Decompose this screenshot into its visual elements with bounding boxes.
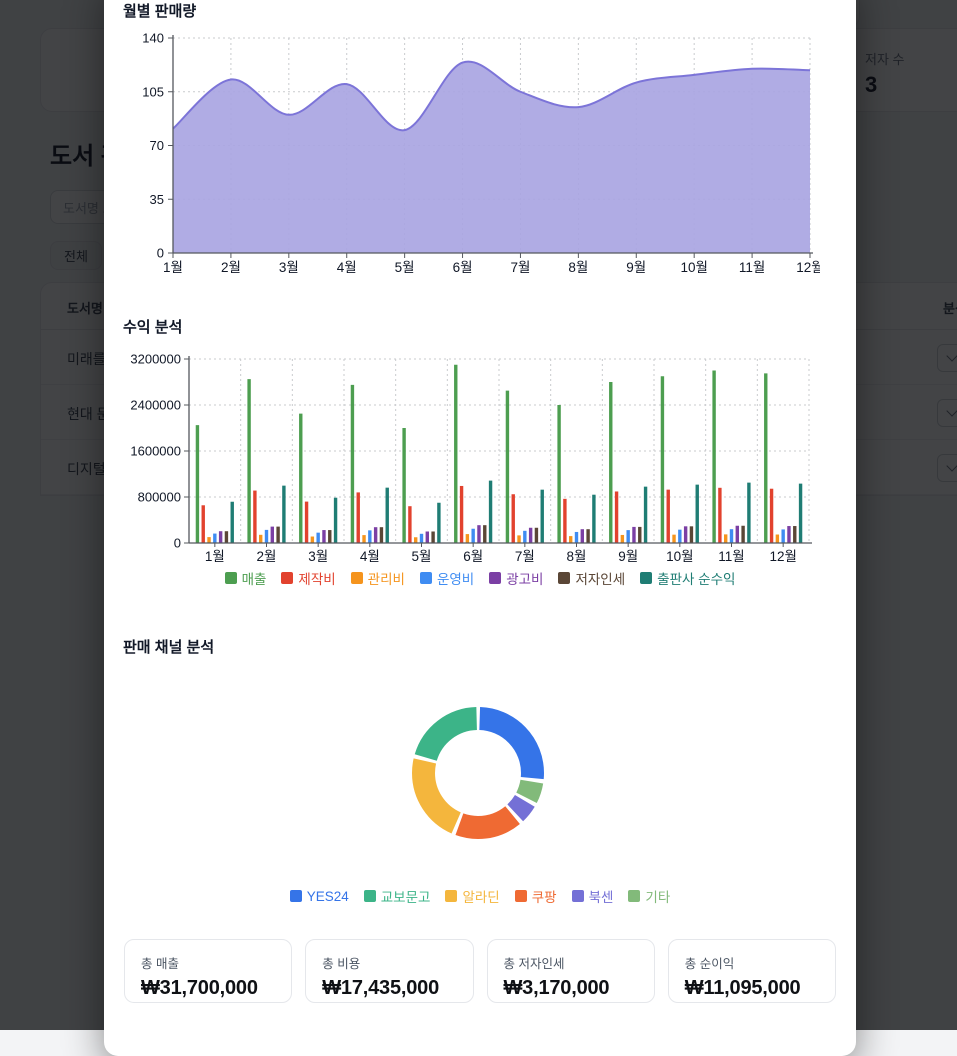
legend-swatch: [419, 572, 432, 584]
legend-item: YES24: [289, 886, 349, 906]
legend-swatch: [224, 572, 237, 584]
svg-text:5월: 5월: [412, 549, 432, 564]
legend-swatch: [571, 890, 584, 902]
summary-value: ₩11,095,000: [684, 977, 801, 999]
summary-card-costs: 총 비용 ₩17,435,000: [305, 939, 474, 1003]
legend-item: 광고비: [489, 568, 543, 588]
svg-text:9월: 9월: [618, 549, 638, 564]
svg-text:10월: 10월: [680, 260, 707, 275]
legend-item: 기타: [628, 886, 670, 906]
svg-text:0: 0: [157, 246, 164, 261]
legend-swatch: [514, 890, 527, 902]
legend-swatch: [289, 890, 302, 902]
legend-swatch: [489, 572, 502, 584]
svg-text:2월: 2월: [221, 260, 241, 275]
svg-text:3200000: 3200000: [130, 352, 181, 367]
svg-text:3월: 3월: [308, 549, 328, 564]
svg-text:4월: 4월: [360, 549, 380, 564]
legend-item: 운영비: [419, 568, 474, 588]
svg-text:3월: 3월: [279, 260, 299, 275]
svg-text:7월: 7월: [510, 260, 530, 275]
summary-card-sales: 총 매출 ₩31,700,000: [124, 939, 293, 1003]
svg-text:6월: 6월: [453, 260, 473, 275]
legend-swatch: [628, 890, 641, 902]
svg-text:9월: 9월: [626, 260, 646, 275]
revenue-legend: 매출 제작비 관리비 운영비 광고비 저자인세 출판사 순수익: [120, 568, 840, 588]
analytics-modal: 월별 판매량 0 35 70 105 140 1월 2월 3월 4월 5월 6월 7월 8월 9월 10월 1…: [104, 0, 856, 1056]
legend-swatch: [640, 572, 653, 584]
revenue-title: 수익 분석: [123, 319, 183, 337]
legend-swatch: [363, 890, 376, 902]
svg-text:11월: 11월: [739, 260, 765, 275]
summary-value: ₩31,700,000: [141, 977, 258, 999]
svg-text:1월: 1월: [205, 549, 225, 564]
legend-swatch: [445, 890, 458, 902]
svg-text:5월: 5월: [395, 260, 415, 275]
svg-text:2월: 2월: [257, 549, 277, 564]
svg-text:10월: 10월: [666, 549, 693, 564]
legend-swatch: [558, 572, 571, 584]
summary-label: 총 비용: [322, 957, 361, 971]
legend-item: 저자인세: [558, 568, 625, 588]
svg-text:8월: 8월: [568, 260, 588, 275]
svg-text:12월: 12월: [769, 549, 796, 564]
svg-text:4월: 4월: [337, 260, 357, 275]
summary-label: 총 저자인세: [503, 957, 565, 971]
svg-text:140: 140: [142, 31, 164, 46]
svg-text:6월: 6월: [463, 549, 483, 564]
svg-text:105: 105: [142, 84, 164, 99]
monthly-sales-title: 월별 판매량: [123, 3, 197, 21]
channel-title: 판매 채널 분석: [123, 639, 215, 657]
svg-text:8월: 8월: [567, 549, 587, 564]
summary-card-profit: 총 순이익 ₩11,095,000: [667, 939, 836, 1003]
svg-text:35: 35: [150, 192, 164, 207]
svg-text:70: 70: [150, 138, 164, 153]
legend-item: 제작비: [281, 568, 336, 588]
summary-value: ₩3,170,000: [503, 977, 610, 999]
summary-value: ₩17,435,000: [322, 977, 440, 999]
legend-item: 쿠팡: [514, 886, 557, 906]
legend-swatch: [281, 572, 294, 584]
svg-text:800000: 800000: [138, 490, 181, 505]
summary-label: 총 매출: [141, 957, 179, 971]
legend-swatch: [350, 572, 363, 584]
legend-item: 매출: [224, 568, 266, 588]
legend-item: 알라딘: [445, 886, 500, 906]
channel-donut-chart: [412, 707, 544, 839]
summary-label: 총 순이익: [684, 957, 735, 971]
channel-legend: YES24 교보문고 알라딘 쿠팡 북센 기타: [120, 886, 840, 906]
svg-text:1600000: 1600000: [130, 444, 181, 459]
svg-text:11월: 11월: [718, 549, 744, 564]
svg-text:7월: 7월: [515, 549, 535, 564]
revenue-bar-chart: 1월 2월 3월 4월 5월 6월 7월 8월 9월 10월 11월 12월 0 800000 160000…: [130, 352, 812, 564]
svg-text:12월: 12월: [796, 260, 820, 275]
svg-text:0: 0: [174, 536, 181, 551]
svg-text:1월: 1월: [163, 260, 183, 275]
monthly-sales-area-chart: 0 35 70 105 140 1월 2월 3월 4월 5월 6월 7월 8월 9월 10월 11월 12월: [142, 31, 820, 276]
summary-cards: 총 매출 ₩31,700,000 총 비용 ₩17,435,000 총 저자인세…: [124, 939, 836, 1003]
legend-item: 북센: [571, 886, 613, 906]
legend-item: 출판사 순수익: [640, 568, 735, 588]
legend-item: 교보문고: [363, 886, 430, 906]
summary-card-royalties: 총 저자인세 ₩3,170,000: [486, 939, 655, 1003]
svg-text:2400000: 2400000: [130, 398, 181, 413]
legend-item: 관리비: [350, 568, 405, 588]
